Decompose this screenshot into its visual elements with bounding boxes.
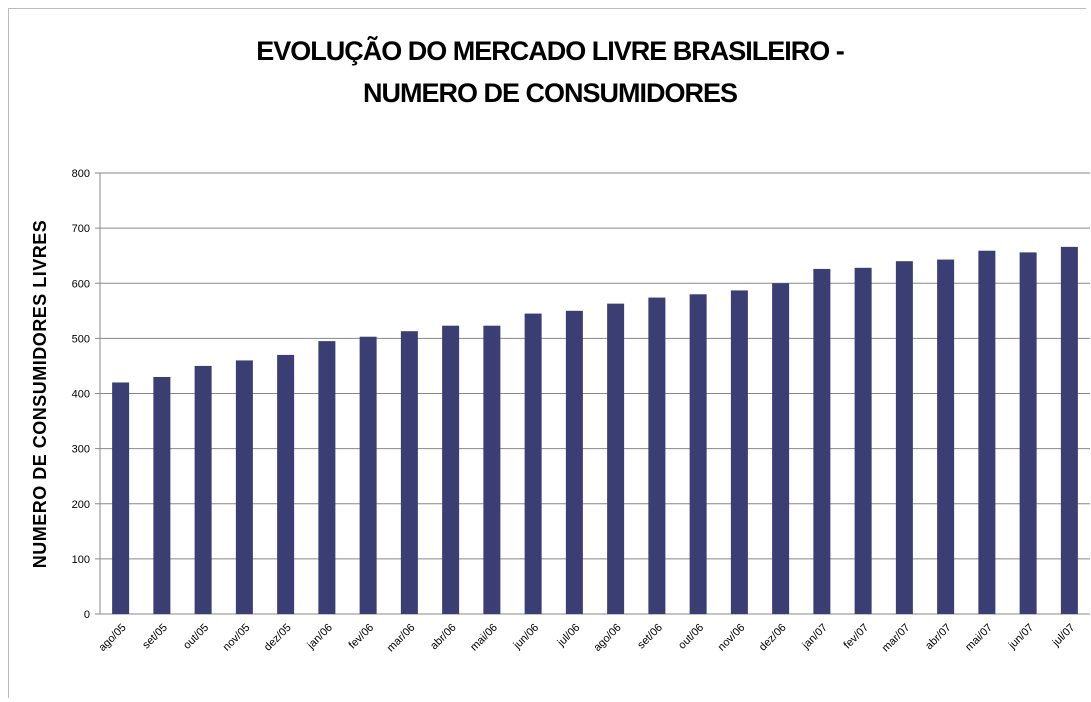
x-tick-label: nov/06	[716, 622, 748, 654]
bar	[235, 360, 253, 614]
x-tick-label: dez/06	[757, 622, 789, 654]
x-tick-label: jun/07	[1006, 622, 1036, 652]
bar	[112, 382, 130, 614]
y-tick-label: 800	[72, 168, 90, 180]
x-tick-label: jan/07	[800, 622, 830, 652]
x-tick-label: dez/05	[262, 622, 294, 654]
x-tick-label: out/06	[676, 622, 706, 652]
x-tick-label: abr/06	[428, 622, 459, 653]
x-tick-label: mar/07	[880, 622, 913, 655]
bar	[442, 325, 460, 614]
bar	[730, 290, 748, 614]
x-tick-label: abr/07	[923, 622, 954, 653]
bar	[813, 268, 831, 614]
bar	[194, 365, 212, 614]
x-tick-label: fev/07	[842, 622, 872, 652]
bar	[277, 354, 295, 614]
y-tick-label: 0	[84, 609, 90, 621]
bar	[978, 250, 996, 614]
bar	[318, 341, 336, 614]
bar	[689, 294, 707, 614]
x-tick-label: out/05	[181, 622, 211, 652]
bar	[648, 297, 666, 614]
y-tick-label: 200	[72, 499, 90, 511]
bar	[607, 303, 625, 614]
x-tick-label: ago/05	[96, 622, 128, 654]
y-tick-label: 300	[72, 444, 90, 456]
x-tick-label: fev/06	[347, 622, 377, 652]
bar	[153, 376, 171, 614]
y-tick-label: 400	[72, 389, 90, 401]
x-tick-label: jul/07	[1050, 622, 1078, 650]
y-tick-label: 600	[72, 278, 90, 290]
y-tick-label: 100	[72, 554, 90, 566]
x-tick-label: ago/06	[591, 622, 623, 654]
x-tick-label: nov/05	[221, 622, 253, 654]
bar	[854, 267, 872, 614]
x-tick-label: jul/06	[555, 622, 583, 650]
y-axis-label: NUMERO DE CONSUMIDORES LIVRES	[30, 220, 50, 569]
x-tick-label: mai/06	[468, 622, 500, 654]
bar	[937, 259, 955, 614]
bar	[1060, 246, 1078, 614]
x-tick-label: set/05	[140, 622, 170, 652]
bar	[565, 310, 583, 614]
bar	[359, 336, 377, 614]
chart-frame	[8, 8, 1086, 698]
x-tick-label: jun/06	[511, 622, 541, 652]
bar	[895, 261, 913, 614]
y-tick-label: 500	[72, 333, 90, 345]
bar	[524, 313, 542, 614]
bar	[483, 325, 501, 614]
x-tick-label: jan/06	[305, 622, 335, 652]
x-tick-label: set/06	[635, 622, 665, 652]
bar	[400, 331, 418, 614]
chart-title: EVOLUÇÃO DO MERCADO LIVRE BRASILEIRO - N…	[256, 36, 845, 108]
x-tick-label: mai/07	[963, 622, 995, 654]
bar	[772, 283, 790, 614]
x-tick-label: mar/06	[385, 622, 418, 655]
y-tick-label: 700	[72, 223, 90, 235]
bar	[1019, 252, 1037, 614]
